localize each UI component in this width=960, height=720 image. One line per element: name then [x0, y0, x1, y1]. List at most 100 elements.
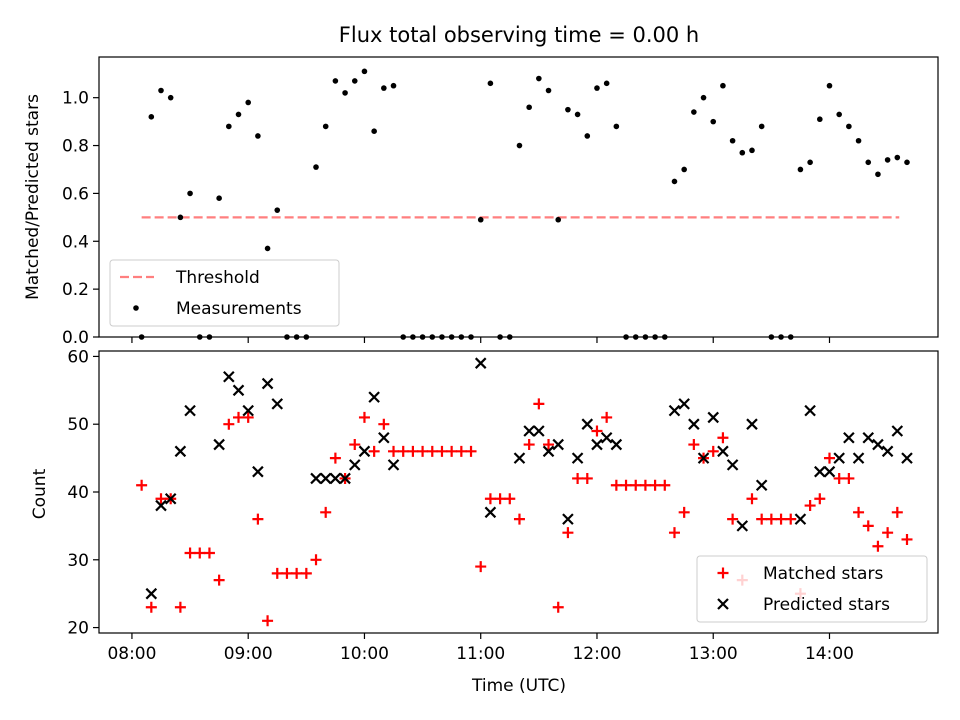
matched-stars-point	[756, 513, 768, 525]
measurement-point	[177, 214, 184, 221]
legend: Matched stars Predicted stars	[696, 555, 928, 623]
axes-frame	[98, 56, 939, 338]
predicted-stars-point	[891, 425, 904, 437]
predicted-stars-point	[223, 370, 235, 383]
x-tick-label: 09:00	[224, 644, 273, 664]
measurement-point	[226, 123, 232, 130]
bottom-panel: 08:00 09:00 10:00 11:00 12:00 13:00 14:00 20 30 4…	[67, 347, 939, 664]
measurement-point	[477, 216, 484, 223]
y-tick-label: 20	[67, 619, 89, 639]
matched-stars-point	[349, 439, 361, 451]
measurement-point	[526, 104, 532, 111]
legend: Threshold Measurements	[109, 259, 340, 327]
legend-measurement-swatch	[133, 305, 139, 311]
matched-stars-point	[601, 411, 613, 423]
matched-stars-point	[291, 567, 303, 579]
predicted-stars-point	[668, 404, 681, 417]
matched-stars-point	[436, 445, 448, 457]
matched-stars-point	[552, 601, 564, 613]
predicted-stars-point	[484, 506, 497, 519]
predicted-stars-point	[571, 452, 584, 464]
matched-stars-point	[184, 547, 196, 559]
predicted-stars-point	[852, 452, 865, 464]
measurement-point	[381, 85, 387, 91]
measurement-point	[865, 159, 872, 166]
matched-stars-point	[853, 506, 865, 518]
bottom-y-axis-label: Count	[30, 468, 50, 519]
measurement-point	[390, 82, 397, 89]
matched-stars-point	[814, 493, 826, 505]
matched-stars-point	[843, 472, 855, 484]
measurement-point	[894, 154, 901, 161]
matched-stars-point	[174, 601, 186, 613]
matched-stars-point	[145, 601, 157, 613]
matched-stars-point	[543, 439, 555, 451]
measurement-point	[603, 80, 610, 87]
matched-stars-point	[223, 418, 235, 430]
predicted-stars-point	[319, 472, 332, 485]
predicted-stars-point	[232, 384, 245, 397]
matched-stars-point	[203, 547, 215, 559]
predicted-stars-point	[358, 445, 371, 458]
matched-stars-point	[775, 513, 787, 525]
matched-stars-point	[610, 479, 622, 491]
matched-stars-point	[678, 506, 690, 518]
matched-stars-point	[533, 398, 545, 410]
matched-stars-point	[901, 533, 913, 545]
predicted-stars-point	[678, 398, 690, 410]
predicted-stars-point	[736, 520, 749, 532]
measurement-point	[555, 216, 562, 223]
matched-stars-point	[668, 527, 680, 539]
predicted-stars-point	[474, 357, 487, 369]
y-tick-label: 0.2	[62, 280, 89, 300]
predicted-stars-point	[348, 459, 361, 471]
y-tick-label: 40	[67, 483, 89, 503]
predicted-stars-point	[804, 404, 816, 417]
matched-stars-point	[136, 479, 148, 491]
matched-stars-point	[882, 527, 894, 539]
predicted-stars-point	[252, 465, 264, 478]
predicted-stars-point	[164, 493, 177, 505]
measurement-point	[720, 82, 726, 89]
y-tick-label: 60	[67, 347, 89, 367]
x-axis-label: Time (UTC)	[471, 676, 566, 696]
measurement-point	[613, 123, 620, 130]
matched-stars-point	[659, 479, 671, 491]
matched-stars-point	[426, 445, 438, 457]
measurement-point	[487, 80, 494, 87]
predicted-stars-point	[542, 445, 555, 458]
predicted-stars-point	[155, 499, 167, 512]
matched-stars-point	[688, 439, 700, 451]
legend-predicted-swatch	[717, 598, 729, 610]
predicted-stars-point	[600, 431, 613, 444]
predicted-stars-point	[213, 438, 225, 451]
matched-stars-point	[620, 479, 632, 491]
top-panel: 0.0 0.2 0.4 0.6 0.8 1.0 Threshold Measurements	[62, 56, 939, 348]
y-tick-label: 0.8	[62, 137, 89, 157]
measurement-point	[681, 166, 687, 173]
predicted-stars-point	[242, 404, 254, 417]
measurement-point	[332, 78, 339, 84]
matched-stars-point	[310, 554, 322, 566]
matched-stars-point	[872, 540, 884, 552]
predicted-stars-point	[707, 411, 720, 424]
measurement-point	[371, 128, 377, 134]
measurement-point	[235, 111, 242, 118]
predicted-stars-point	[533, 425, 545, 437]
matched-stars-point	[765, 513, 777, 525]
measurement-point	[594, 85, 600, 91]
y-tick-label: 0.0	[62, 328, 89, 348]
legend-label: Threshold	[175, 268, 260, 288]
measurement-point	[148, 114, 155, 120]
matched-stars-point	[388, 445, 400, 457]
y-tick-label: 1.0	[62, 89, 89, 109]
matched-stars-point	[320, 506, 332, 518]
matched-stars-point	[630, 479, 642, 491]
x-tick-label: 14:00	[805, 644, 854, 664]
measurement-point	[255, 133, 261, 139]
y-tick-label: 50	[67, 415, 89, 435]
predicted-stars-point	[562, 513, 574, 525]
matched-stars-point	[523, 439, 535, 451]
measurement-point	[671, 178, 678, 185]
predicted-stars-point	[794, 513, 807, 525]
